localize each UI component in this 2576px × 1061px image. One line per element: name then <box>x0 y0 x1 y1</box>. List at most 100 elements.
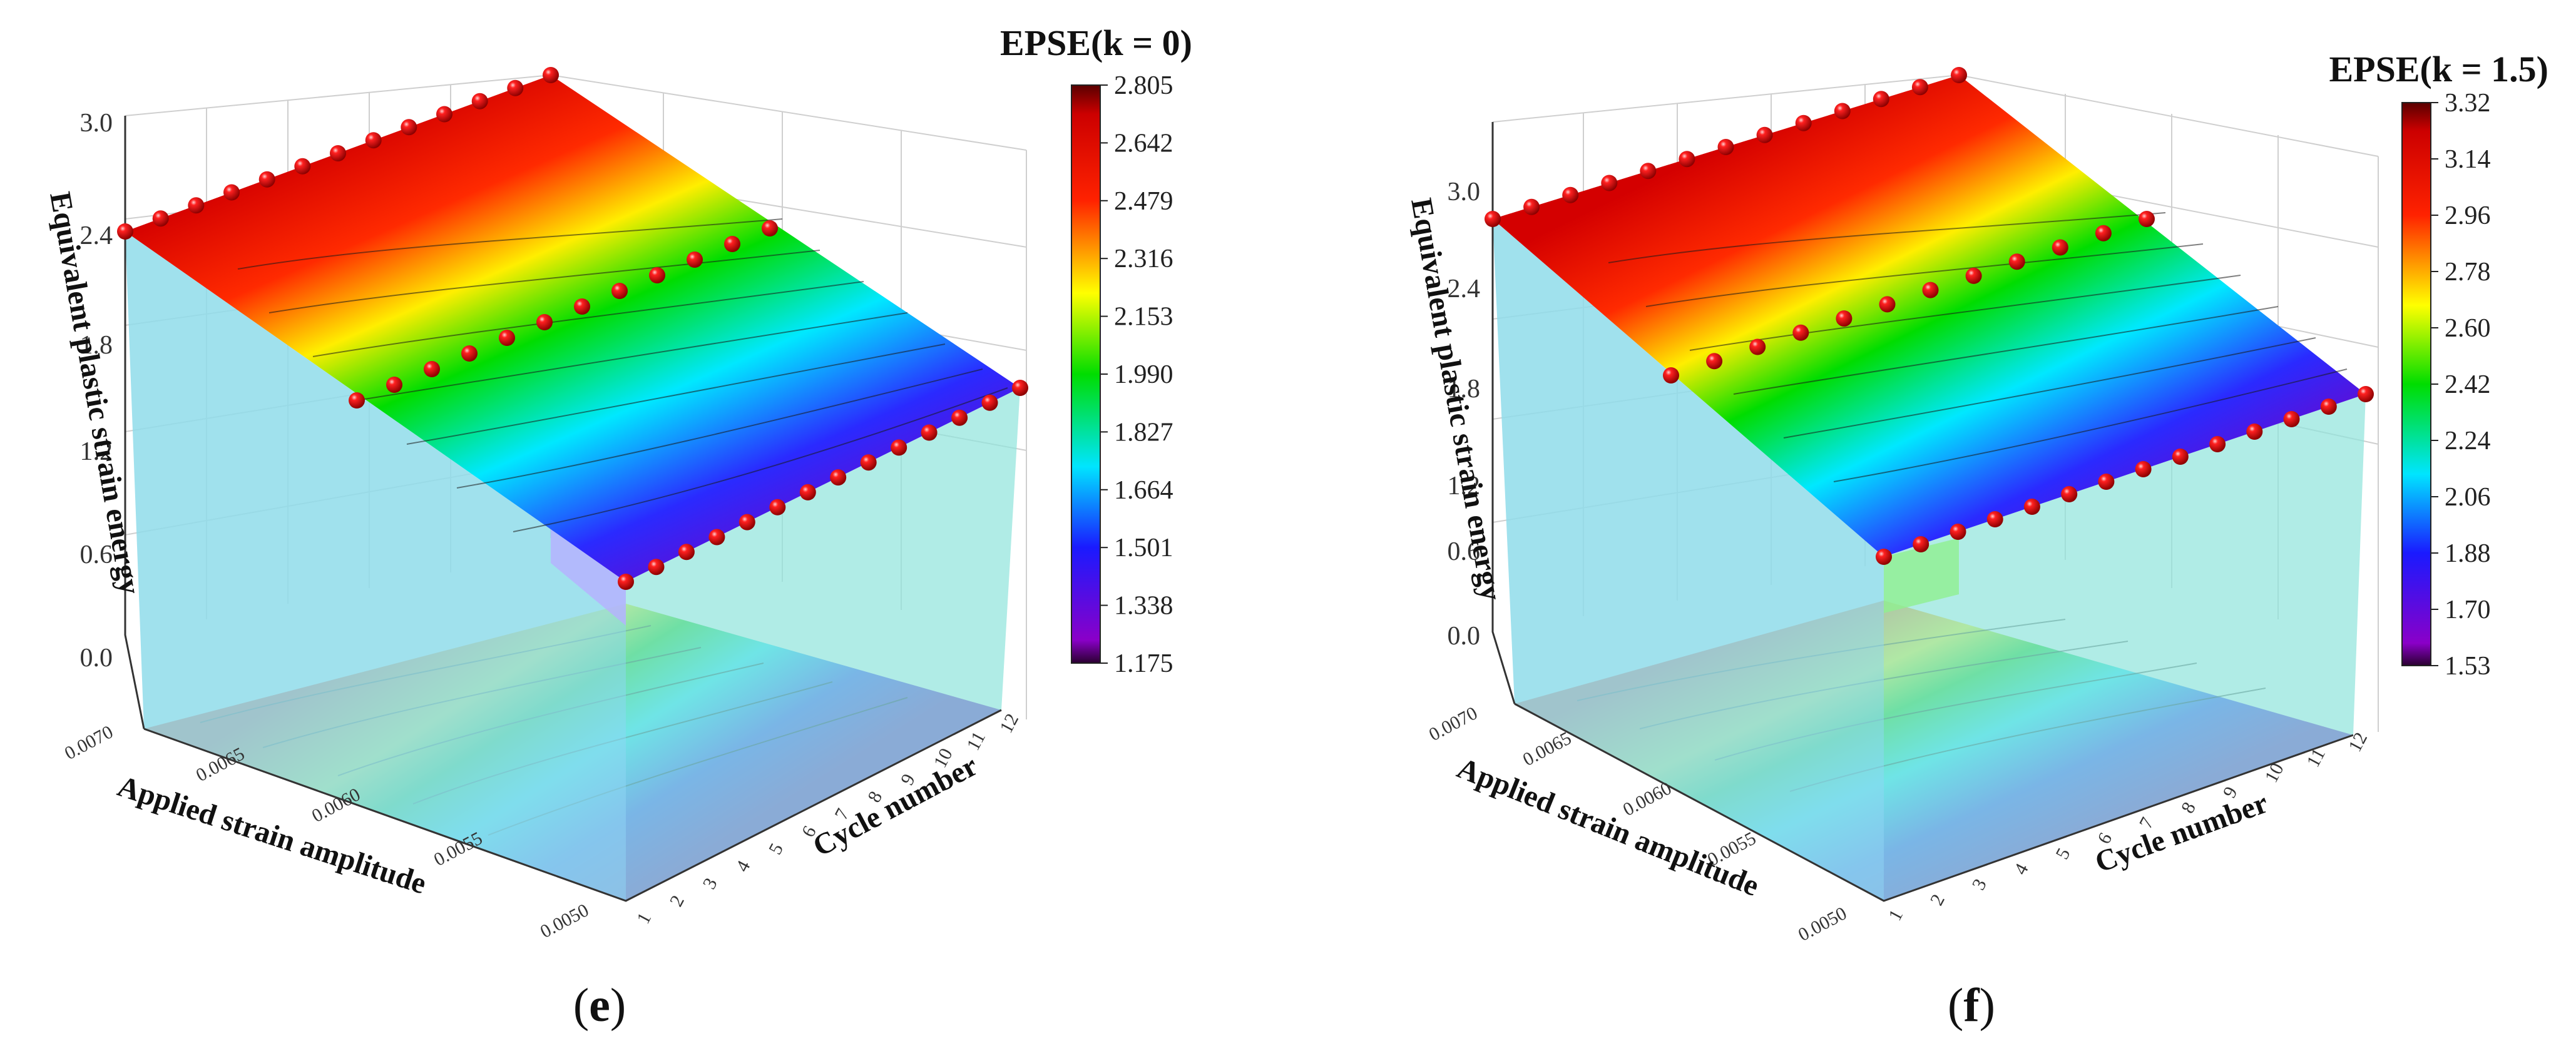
data-point <box>152 210 169 227</box>
data-point <box>1523 198 1540 215</box>
data-point <box>1834 103 1851 119</box>
surface-contours <box>1608 212 2348 482</box>
data-point <box>724 236 740 252</box>
data-point <box>1717 139 1734 155</box>
data-markers-f <box>1485 67 2374 565</box>
colorbar-tick-label: 1.175 <box>1114 649 1173 678</box>
data-point <box>1792 324 1809 341</box>
data-point <box>349 392 365 409</box>
data-point <box>2052 239 2068 256</box>
z-tick: 0.6 <box>80 541 113 569</box>
z-tick: 0.0 <box>1448 622 1481 651</box>
data-point <box>1836 310 1853 327</box>
colorbar-tick-label: 2.78 <box>2445 258 2491 287</box>
z-tick-labels-e: 3.0 2.4 1.8 1.2 0.6 0.0 <box>80 109 113 673</box>
right-side-wall <box>626 388 1020 901</box>
z-tick: 2.4 <box>1448 275 1481 303</box>
data-point <box>499 330 515 346</box>
left-side-wall <box>1493 219 1884 901</box>
z-tick: 1.8 <box>1448 375 1481 404</box>
y-tick: 1 <box>1884 906 1907 925</box>
data-point <box>461 345 478 362</box>
y-tick: 5 <box>2052 845 2074 863</box>
data-point <box>891 439 907 456</box>
data-point <box>648 559 665 576</box>
data-point <box>1922 282 1939 298</box>
data-point <box>507 79 524 96</box>
z-tick: 2.4 <box>80 221 113 250</box>
data-point <box>649 267 665 283</box>
data-point <box>981 394 998 411</box>
data-point <box>1913 536 1929 552</box>
colorbar-tick-label: 2.805 <box>1114 71 1173 100</box>
data-point <box>401 119 417 136</box>
data-point <box>1965 267 1982 284</box>
colorbar-tick-label: 1.664 <box>1114 476 1173 505</box>
y-tick: 5 <box>765 840 787 858</box>
z-tick: 3.0 <box>80 109 113 138</box>
y-tick: 4 <box>2010 860 2033 878</box>
colorbar-tick-label: 3.32 <box>2445 89 2491 118</box>
data-point <box>386 377 402 393</box>
data-point <box>117 223 133 240</box>
data-point <box>543 67 559 83</box>
colorbar-tick-label: 1.53 <box>2445 652 2491 681</box>
data-point <box>258 171 275 188</box>
colorbar-tick-label: 2.479 <box>1114 187 1173 216</box>
data-point <box>708 529 725 546</box>
data-point <box>223 184 240 201</box>
data-point <box>2061 486 2078 502</box>
x-tick: 0.0070 <box>1426 703 1481 745</box>
colorbar-tick-label: 2.06 <box>2445 483 2491 512</box>
y-tick: 3 <box>699 875 722 893</box>
data-point <box>678 544 695 561</box>
x-tick: 0.0065 <box>1520 728 1575 770</box>
data-point <box>921 424 938 441</box>
data-point <box>611 283 628 299</box>
data-point <box>2095 225 2112 241</box>
colorbar-tick-label: 2.24 <box>2445 427 2491 455</box>
surface <box>125 75 1020 582</box>
data-point <box>436 106 452 123</box>
data-point <box>687 251 703 268</box>
data-point <box>2246 424 2263 440</box>
data-point <box>330 145 346 161</box>
data-point <box>1663 367 1679 383</box>
data-point <box>1873 91 1889 108</box>
z-tick: 1.2 <box>1448 472 1481 500</box>
y-tick: 2 <box>666 892 688 910</box>
x-tick: 0.0050 <box>537 900 592 942</box>
z-tick: 0.6 <box>1448 537 1481 566</box>
data-point <box>471 93 488 109</box>
data-point <box>2209 436 2226 452</box>
colorbar-tick-label: 1.70 <box>2445 596 2491 624</box>
data-point <box>1756 126 1773 143</box>
data-point <box>188 197 205 214</box>
colorbar-tick-label: 1.501 <box>1114 534 1173 562</box>
data-point <box>424 361 440 377</box>
green-projection <box>1884 538 1959 613</box>
panel-f: 3.0 2.4 1.8 1.2 0.6 0.0 Equivalent plast… <box>1404 49 2548 1032</box>
data-point <box>1640 163 1657 180</box>
colorbar-tick-label: 1.827 <box>1114 418 1173 447</box>
data-point <box>799 484 816 500</box>
colorbar <box>1071 84 1101 664</box>
y-tick: 3 <box>1968 875 1991 893</box>
data-point <box>2139 211 2155 227</box>
x-tick: 0.0050 <box>1795 903 1850 945</box>
data-point <box>762 220 778 236</box>
z-tick: 1.8 <box>80 331 113 360</box>
x-tick: 0.0060 <box>1620 778 1675 820</box>
colorbar-tick-label: 2.316 <box>1114 245 1173 273</box>
data-point <box>1601 175 1618 191</box>
data-point <box>1485 211 1501 227</box>
data-point <box>2098 474 2115 490</box>
data-point <box>2320 399 2337 415</box>
surface-contours <box>237 218 1008 532</box>
colorbar-tick-label: 2.42 <box>2445 370 2491 399</box>
data-point <box>365 132 382 149</box>
data-point <box>1876 549 1892 565</box>
data-point <box>1911 79 1928 96</box>
y-tick: 2 <box>1926 891 1949 909</box>
